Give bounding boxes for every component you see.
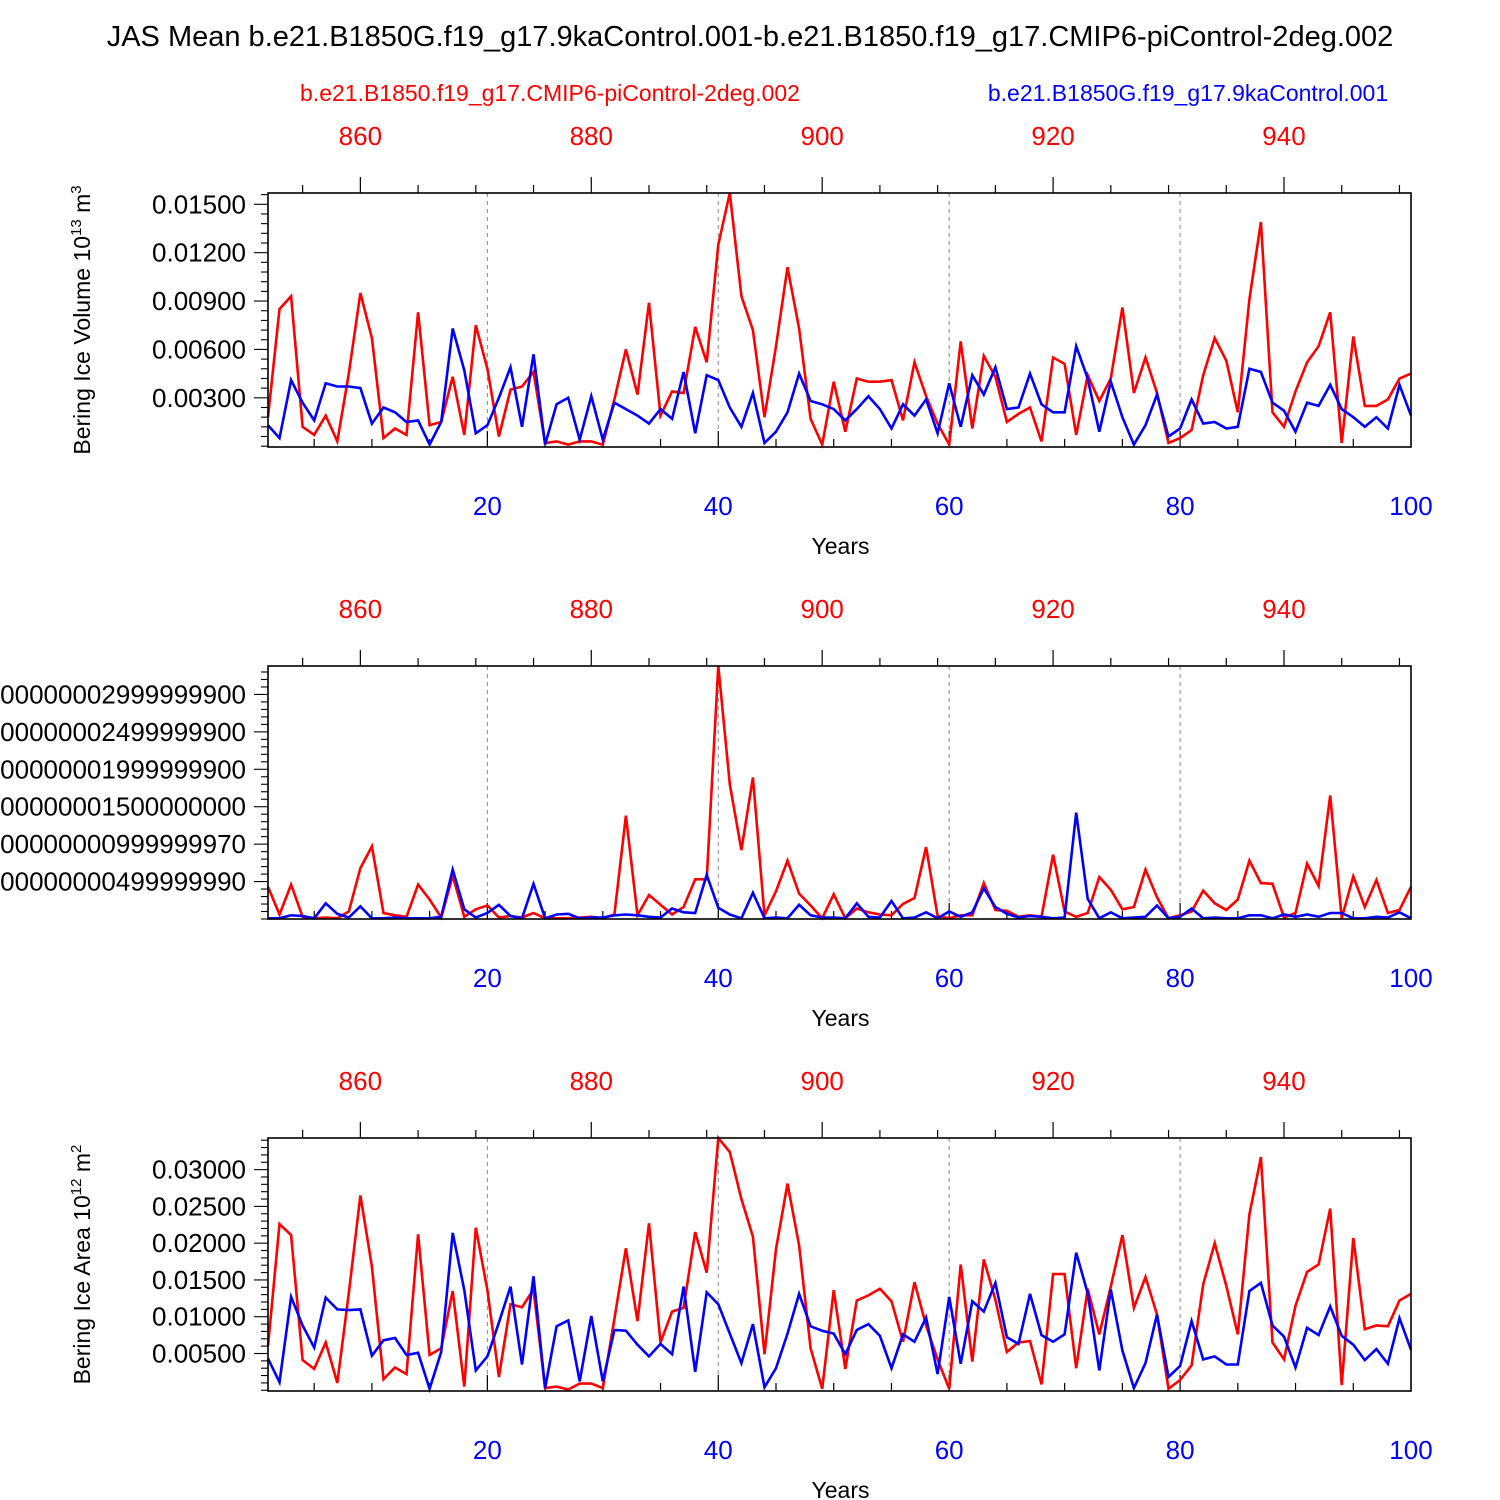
x-tick-label-top: 940 (1262, 594, 1305, 624)
series-line-blue (266, 1232, 1413, 1394)
plot-frame (267, 192, 1412, 448)
series-line-blue (268, 812, 1412, 921)
x-tick-label-bottom: 20 (473, 491, 502, 521)
y-tick-label: 0.00300 (152, 383, 246, 413)
x-tick-label-bottom: 20 (473, 963, 502, 993)
chart-panel-1: 0.00300 0.00600 0.00900 0.01200 0.01500 20 40 6… (68, 121, 1433, 559)
chart-panel-3: 0.00500 0.01000 0.01500 0.02000 0.02500 0.030… (68, 1066, 1433, 1500)
x-axis-title: Years (812, 1005, 870, 1031)
x-tick-label-top: 920 (1031, 594, 1074, 624)
figure-title: JAS Mean b.e21.B1850G.f19_g17.9kaControl… (107, 21, 1394, 53)
y-tick-label: 0.00500 (152, 1338, 246, 1368)
y-axis-title-exponent: 12 (68, 1178, 85, 1195)
x-tick-label-top: 860 (339, 594, 382, 624)
legend-blue-label: b.e21.B1850G.f19_g17.9kaControl.001 (988, 80, 1388, 106)
y-axis-title-part: m (69, 1153, 95, 1179)
y-axis-title-exponent: 2 (68, 1145, 85, 1153)
x-axis-title: Years (812, 1477, 870, 1500)
x-tick-label-bottom: 40 (704, 1435, 733, 1465)
series-line-red (266, 192, 1412, 449)
plot-frame (267, 665, 1412, 920)
y-axis-title: Bering Ice Area 1012 m2 (68, 1145, 95, 1385)
x-tick-label-top: 880 (570, 594, 613, 624)
x-tick-label-top: 920 (1031, 121, 1074, 151)
x-tick-label-top: 920 (1031, 1066, 1074, 1096)
y-tick-label: 0.00900 (152, 286, 246, 316)
x-tick-label-bottom: 40 (704, 491, 733, 521)
y-tick-label: 0.01200 (152, 238, 246, 268)
x-tick-label-bottom: 100 (1389, 1435, 1432, 1465)
y-tick-label: 0.01000 (152, 1302, 246, 1332)
y-tick-label: 0.03000 (152, 1155, 246, 1185)
plot-frame (267, 1137, 1412, 1392)
y-axis-title: Bering Ice Volume 1013 m3 (68, 185, 95, 454)
x-tick-label-bottom: 100 (1389, 491, 1432, 521)
x-tick-label-bottom: 80 (1166, 963, 1195, 993)
x-tick-label-bottom: 60 (935, 963, 964, 993)
x-tick-label-bottom: 60 (935, 491, 964, 521)
legend-red-label: b.e21.B1850.f19_g17.CMIP6-piControl-2deg… (300, 80, 800, 106)
x-tick-label-bottom: 80 (1166, 1435, 1195, 1465)
x-tick-label-bottom: 40 (704, 963, 733, 993)
panels: 0.00300 0.00600 0.00900 0.01200 0.01500 20 40 6… (0, 121, 1433, 1500)
y-axis-title-exponent: 13 (68, 219, 85, 236)
series-line-red (266, 1134, 1412, 1392)
x-tick-label-top: 860 (339, 121, 382, 151)
x-tick-label-bottom: 80 (1166, 491, 1195, 521)
y-tick-label: 0.02000 (152, 1228, 246, 1258)
x-tick-label-bottom: 20 (473, 1435, 502, 1465)
y-tick-label: 0.02500 (152, 1191, 246, 1221)
x-tick-label-top: 940 (1262, 1066, 1305, 1096)
x-tick-label-top: 900 (800, 594, 843, 624)
y-tick-label: 0.01500 (152, 189, 246, 219)
x-axis-title: Years (812, 533, 870, 559)
x-tick-label-top: 900 (800, 1066, 843, 1096)
y-axis-title-part: Bering Ice Volume 10 (69, 236, 95, 455)
x-tick-label-top: 860 (339, 1066, 382, 1096)
chart-panel-2: 0.000000000499999990 0.000000000999999970… (0, 594, 1433, 1031)
x-tick-label-top: 880 (570, 1066, 613, 1096)
y-tick-label: 0.01500 (152, 1265, 246, 1295)
x-tick-label-bottom: 100 (1389, 963, 1432, 993)
series-line-blue (267, 328, 1413, 448)
y-axis-title-exponent: 3 (68, 185, 85, 193)
series-line-red (266, 665, 1413, 921)
x-tick-label-top: 880 (570, 121, 613, 151)
y-tick-label: 0.00600 (152, 334, 246, 364)
x-tick-label-bottom: 60 (935, 1435, 964, 1465)
y-axis-title-part: Bering Ice Area 10 (69, 1195, 95, 1384)
y-tick-label: 0.000000000499999990 (0, 867, 246, 897)
x-tick-label-top: 900 (800, 121, 843, 151)
x-tick-label-top: 940 (1262, 121, 1305, 151)
y-axis-title-part: m (69, 194, 95, 220)
